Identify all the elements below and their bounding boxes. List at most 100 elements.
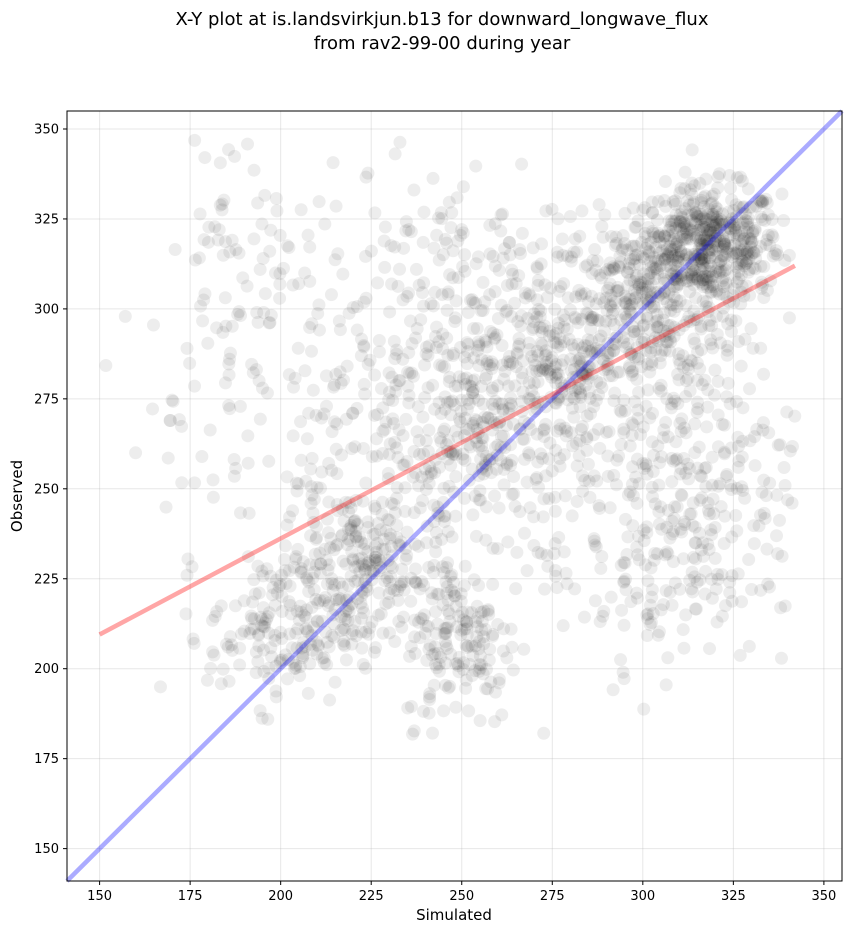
data-point bbox=[692, 248, 706, 262]
data-point bbox=[341, 614, 355, 628]
data-point bbox=[468, 489, 482, 503]
data-point bbox=[635, 336, 649, 350]
data-point bbox=[291, 341, 305, 355]
data-point bbox=[478, 623, 492, 637]
data-point bbox=[429, 545, 443, 559]
data-point bbox=[520, 475, 534, 489]
data-point bbox=[710, 212, 724, 226]
data-point bbox=[568, 383, 582, 397]
data-point bbox=[775, 549, 789, 563]
data-point bbox=[658, 230, 672, 244]
data-point bbox=[485, 384, 499, 398]
data-point bbox=[705, 269, 719, 283]
data-point bbox=[674, 488, 688, 502]
data-point bbox=[638, 201, 652, 215]
data-point bbox=[742, 552, 756, 566]
data-point bbox=[750, 422, 764, 436]
data-point bbox=[369, 545, 383, 559]
data-point bbox=[581, 360, 595, 374]
data-point bbox=[612, 259, 626, 273]
data-point bbox=[620, 265, 634, 279]
data-point bbox=[712, 214, 726, 228]
data-point bbox=[539, 358, 553, 372]
data-point bbox=[233, 658, 247, 672]
data-point bbox=[746, 225, 760, 239]
data-point bbox=[292, 613, 306, 627]
data-point bbox=[344, 523, 358, 537]
data-point bbox=[623, 252, 637, 266]
data-point bbox=[711, 440, 725, 454]
data-point bbox=[384, 581, 398, 595]
data-point bbox=[623, 304, 637, 318]
data-point bbox=[348, 514, 362, 528]
data-point bbox=[538, 349, 552, 363]
data-point bbox=[367, 566, 381, 580]
data-point bbox=[544, 390, 558, 404]
data-point bbox=[667, 232, 681, 246]
data-point bbox=[733, 648, 747, 662]
data-point bbox=[618, 289, 632, 303]
data-point bbox=[549, 368, 563, 382]
data-point bbox=[653, 356, 667, 370]
data-point bbox=[232, 305, 246, 319]
data-point bbox=[531, 375, 545, 389]
data-point bbox=[741, 211, 755, 225]
data-point bbox=[378, 574, 392, 588]
data-point bbox=[446, 349, 460, 363]
data-point bbox=[527, 510, 541, 524]
data-point bbox=[504, 397, 518, 411]
data-point bbox=[527, 389, 541, 403]
data-point bbox=[588, 346, 602, 360]
data-point bbox=[652, 517, 666, 531]
data-point bbox=[583, 345, 597, 359]
data-point bbox=[363, 621, 377, 635]
data-point bbox=[548, 302, 562, 316]
data-point bbox=[552, 284, 566, 298]
data-point bbox=[491, 617, 505, 631]
data-point bbox=[654, 378, 668, 392]
data-point bbox=[335, 502, 349, 516]
data-point bbox=[296, 649, 310, 663]
data-point bbox=[349, 629, 363, 643]
data-point bbox=[698, 189, 712, 203]
data-point bbox=[685, 214, 699, 228]
data-point bbox=[496, 644, 510, 658]
data-point bbox=[531, 545, 545, 559]
data-point bbox=[632, 553, 646, 567]
data-point bbox=[633, 278, 647, 292]
data-point bbox=[644, 345, 658, 359]
data-point bbox=[465, 293, 479, 307]
data-point bbox=[671, 397, 685, 411]
data-point bbox=[465, 374, 479, 388]
data-point bbox=[434, 650, 448, 664]
data-point bbox=[416, 612, 430, 626]
data-point bbox=[527, 376, 541, 390]
data-point bbox=[553, 418, 567, 432]
data-point bbox=[534, 304, 548, 318]
data-point bbox=[704, 273, 718, 287]
data-point bbox=[722, 295, 736, 309]
data-point bbox=[771, 248, 785, 262]
data-point bbox=[455, 393, 469, 407]
data-point bbox=[578, 369, 592, 383]
data-point bbox=[698, 252, 712, 266]
data-point bbox=[680, 225, 694, 239]
data-point bbox=[608, 238, 622, 252]
data-point bbox=[236, 271, 250, 285]
data-point bbox=[481, 682, 495, 696]
data-point bbox=[697, 232, 711, 246]
data-point bbox=[670, 235, 684, 249]
data-point bbox=[256, 601, 270, 615]
data-point bbox=[294, 605, 308, 619]
data-point bbox=[423, 638, 437, 652]
data-point bbox=[436, 342, 450, 356]
data-point bbox=[704, 243, 718, 257]
data-point bbox=[542, 492, 556, 506]
data-point bbox=[537, 726, 551, 740]
data-point bbox=[667, 304, 681, 318]
data-point bbox=[614, 558, 628, 572]
data-point bbox=[600, 283, 614, 297]
data-point bbox=[617, 618, 631, 632]
data-point bbox=[368, 539, 382, 553]
data-point bbox=[476, 397, 490, 411]
